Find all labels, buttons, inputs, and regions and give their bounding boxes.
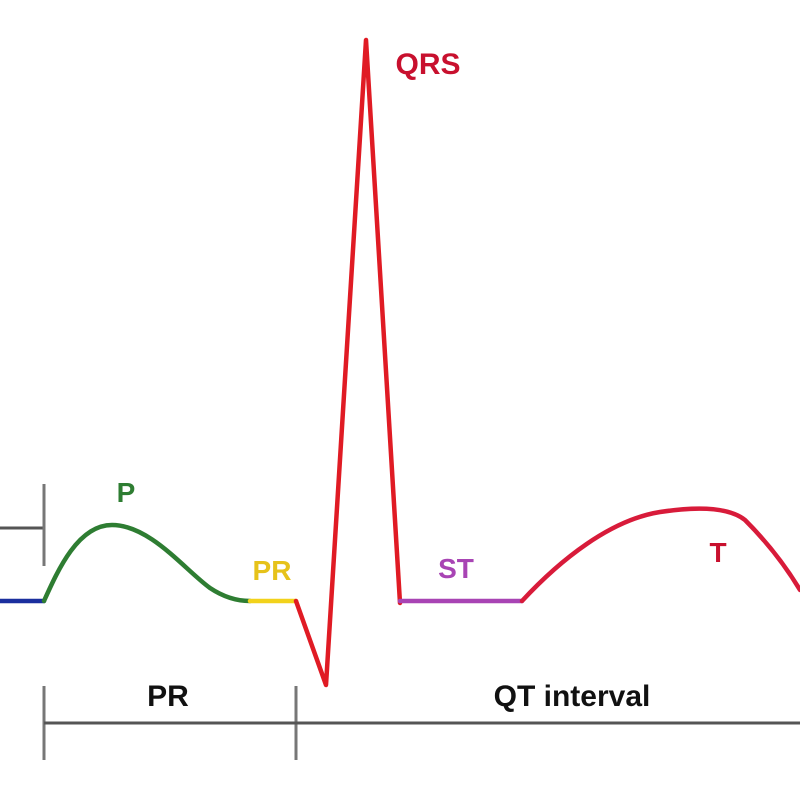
st-segment-label: ST [438,553,474,584]
qrs-label: QRS [395,48,460,81]
t-wave-label: T [709,537,726,568]
p-wave-label: P [117,477,136,508]
pr-interval-label: PR [147,680,189,713]
t-wave [519,506,800,604]
p-wave [41,522,253,604]
qt-interval-label: QT interval [494,680,651,713]
qrs-complex [293,37,403,688]
pr-segment-label: PR [253,555,292,586]
